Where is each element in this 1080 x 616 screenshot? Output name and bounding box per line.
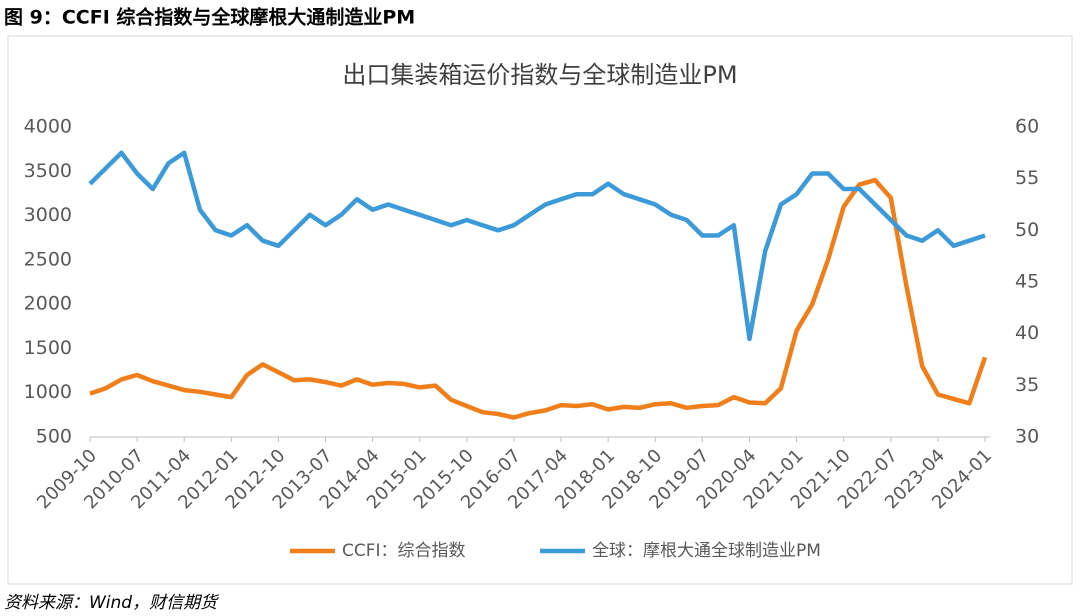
y-tick-label: 3000 xyxy=(24,204,72,226)
chart-frame xyxy=(7,35,1073,585)
source: 资料来源：Wind，财信期货 xyxy=(4,593,219,613)
y2-tick-label: 45 xyxy=(1015,271,1039,293)
y2-tick-label: 35 xyxy=(1015,374,1039,396)
y-tick-label: 500 xyxy=(36,426,72,448)
figure-title: 图 9：CCFI 综合指数与全球摩根大通制造业PM xyxy=(4,6,415,29)
legend-label: 全球：摩根大通全球制造业PM xyxy=(592,541,821,561)
y-tick-label: 2000 xyxy=(24,293,72,315)
legend-label: CCFI：综合指数 xyxy=(342,541,466,561)
series-line xyxy=(88,150,986,342)
y2-tick-label: 50 xyxy=(1015,219,1039,241)
series-line xyxy=(89,177,988,420)
y-tick-label: 3500 xyxy=(24,160,72,182)
y-tick-label: 1500 xyxy=(24,337,72,359)
y2-tick-label: 40 xyxy=(1015,322,1039,344)
y2-tick-label: 55 xyxy=(1015,167,1039,189)
y-tick-label: 4000 xyxy=(24,116,72,138)
y2-tick-label: 60 xyxy=(1015,116,1039,138)
y-tick-label: 2500 xyxy=(24,248,72,270)
chart-title: 出口集装箱运价指数与全球制造业PM xyxy=(342,61,737,89)
y-tick-label: 1000 xyxy=(24,381,72,403)
y2-tick-label: 30 xyxy=(1015,426,1039,448)
